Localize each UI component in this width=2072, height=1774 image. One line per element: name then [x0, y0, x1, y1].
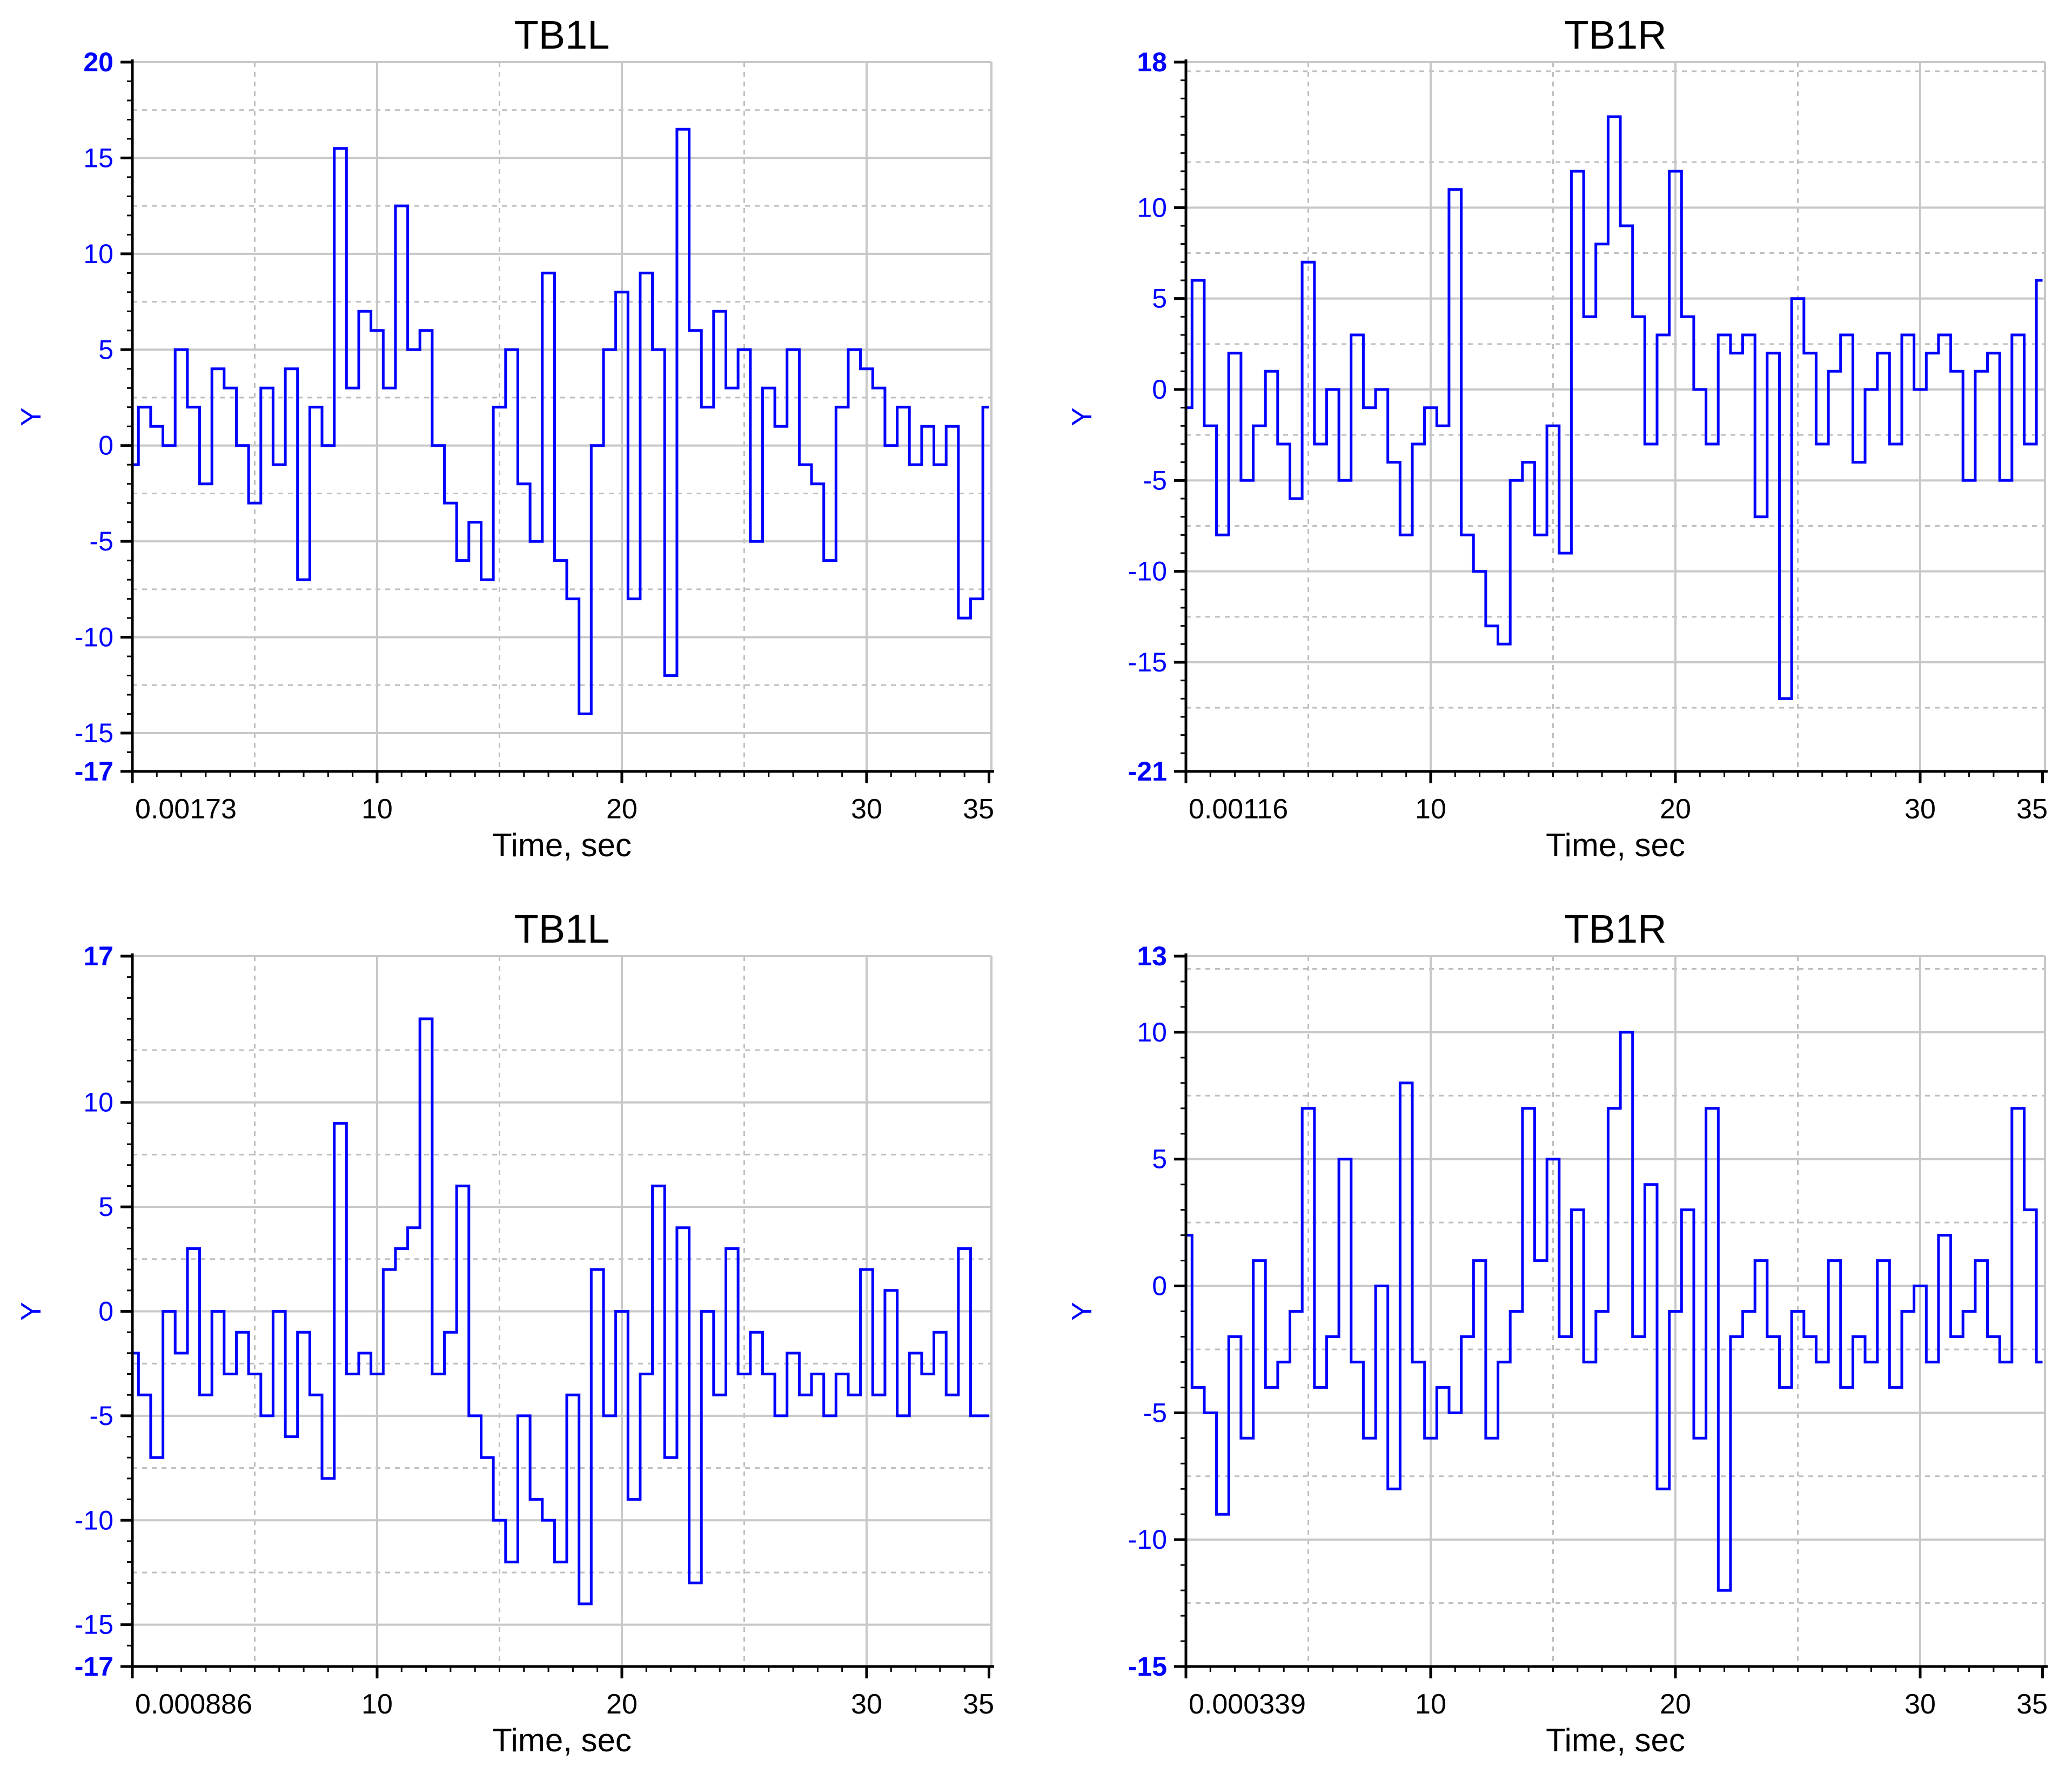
- x-tick-label: 30: [1905, 1689, 1936, 1720]
- y-axis-label: Y: [16, 407, 47, 426]
- x-tick-label: 20: [1660, 1689, 1691, 1720]
- y-tick-label: 10: [83, 1087, 113, 1118]
- chart-panel-3: 17 10 5 0 -5 -10 -15 -17 0.000886 10 20 30 35 TB1L Tim…: [16, 906, 994, 1758]
- y-tick-label: 5: [98, 1192, 113, 1222]
- y-tick-label: 5: [1152, 1144, 1167, 1174]
- chart-title: TB1L: [514, 906, 610, 951]
- x-tick-label: 10: [1415, 1689, 1446, 1720]
- y-tick-label: -17: [75, 1651, 113, 1682]
- x-tick-label: 20: [606, 794, 638, 825]
- y-tick-label: 10: [1137, 1017, 1167, 1047]
- y-tick-label: -10: [75, 622, 113, 653]
- y-tick-label: 13: [1137, 941, 1167, 971]
- x-tick-label: 35: [963, 1689, 994, 1720]
- x-tick-label: 30: [1905, 794, 1936, 825]
- x-axis-label: Time, sec: [492, 1722, 632, 1758]
- y-tick-label: 10: [83, 239, 113, 269]
- x-tick-label: 0.00116: [1189, 794, 1288, 825]
- y-tick-label: -21: [1128, 756, 1167, 787]
- y-tick-label: 0: [1152, 1271, 1167, 1301]
- y-tick-label: 10: [1137, 192, 1167, 223]
- y-tick-label: 5: [98, 334, 113, 365]
- y-tick-label: -15: [1128, 647, 1167, 677]
- y-tick-label: 0: [98, 1296, 113, 1327]
- series-line-1: [1186, 1031, 2043, 1592]
- x-tick-label: 0.00173: [135, 794, 237, 825]
- y-tick-label: 18: [1137, 47, 1167, 77]
- chart-panel-2: 18 10 5 0 -5 -10 -15 -21 0.00116 10 20 30 35 TB1R Time…: [1067, 12, 2048, 863]
- y-tick-label: -5: [1143, 1397, 1167, 1428]
- y-tick-label: -15: [75, 1610, 113, 1640]
- x-axis-label: Time, sec: [492, 827, 632, 863]
- y-tick-label: -10: [1128, 556, 1167, 587]
- x-tick-label: 10: [361, 1689, 393, 1720]
- x-tick-label: 0.000339: [1189, 1689, 1306, 1720]
- x-tick-label: 30: [851, 794, 882, 825]
- x-tick-label: 0.000886: [135, 1689, 252, 1720]
- series-line-1: [132, 1017, 989, 1605]
- y-tick-label: -17: [75, 756, 113, 787]
- y-tick-label: -5: [90, 526, 113, 556]
- y-tick-label: -5: [1143, 465, 1167, 495]
- y-axis-label: Y: [1067, 1302, 1098, 1321]
- series-line-1: [1185, 115, 2043, 700]
- y-tick-label: -5: [90, 1401, 113, 1431]
- x-tick-label: 35: [963, 794, 994, 825]
- y-tick-label: -10: [75, 1505, 113, 1535]
- x-tick-label: 35: [2016, 1689, 2048, 1720]
- y-tick-label: -10: [1128, 1524, 1167, 1555]
- y-tick-label: 15: [83, 143, 113, 173]
- y-axis-label: Y: [16, 1302, 47, 1321]
- y-tick-label: 5: [1152, 284, 1167, 314]
- x-tick-label: 30: [851, 1689, 882, 1720]
- x-tick-label: 20: [1660, 794, 1691, 825]
- x-tick-label: 35: [2016, 794, 2048, 825]
- y-tick-label: 17: [83, 941, 113, 971]
- y-tick-label: 0: [1152, 374, 1167, 405]
- y-tick-label: -15: [1128, 1651, 1167, 1682]
- chart-panel-1: 20 15 10 5 0 -5 -10 -15 -17 0.00173 10 20 30 35 TB1L Ti…: [16, 12, 994, 863]
- x-axis-label: Time, sec: [1546, 1722, 1685, 1758]
- chart-title: TB1R: [1564, 12, 1666, 57]
- x-axis-label: Time, sec: [1546, 827, 1685, 863]
- y-axis-label: Y: [1067, 407, 1098, 426]
- series-line-1: [132, 127, 989, 715]
- x-tick-label: 10: [1415, 794, 1446, 825]
- chart-title: TB1L: [514, 12, 610, 57]
- y-tick-label: 0: [98, 431, 113, 461]
- chart-title: TB1R: [1564, 906, 1666, 951]
- chart-panel-4: 13 10 5 0 -5 -10 -15 0.000339 10 20 30 35 TB1R Time, …: [1067, 906, 2048, 1758]
- x-tick-label: 10: [361, 794, 393, 825]
- y-tick-label: -15: [75, 718, 113, 748]
- y-tick-label: 20: [83, 47, 113, 77]
- x-tick-label: 20: [606, 1689, 638, 1720]
